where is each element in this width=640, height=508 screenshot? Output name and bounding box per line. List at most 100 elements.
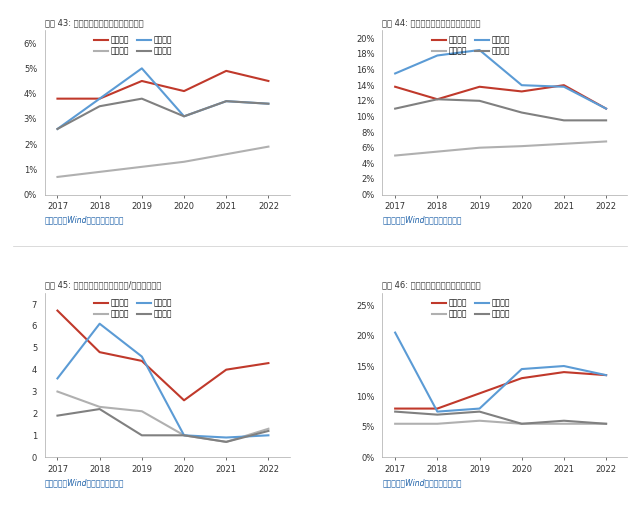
一汽富维 — [222, 439, 230, 445]
新泉股份 — [560, 82, 568, 88]
一汽富维 — [560, 141, 568, 147]
宁波华翔 — [54, 412, 61, 419]
一汽富维 — [391, 152, 399, 158]
新泉股份 — [476, 84, 483, 90]
宁波华翔 — [96, 103, 104, 109]
宁波华翔 — [180, 432, 188, 438]
新泉股份 — [391, 405, 399, 411]
宁波华翔 — [433, 411, 441, 418]
宁波华翔 — [433, 96, 441, 102]
新泉股份 — [391, 84, 399, 90]
Line: 一汽富维: 一汽富维 — [58, 392, 268, 442]
宁波华翔 — [602, 117, 610, 123]
新泉股份 — [518, 88, 525, 94]
一汽富维 — [138, 164, 146, 170]
Line: 常熟汽饰: 常熟汽饰 — [58, 69, 268, 129]
Line: 一汽富维: 一汽富维 — [395, 141, 606, 155]
一汽富维 — [264, 144, 272, 150]
Line: 常熟汽饰: 常熟汽饰 — [395, 50, 606, 109]
宁波华翔 — [54, 126, 61, 132]
宁波华翔 — [138, 432, 146, 438]
Text: 资料来源：Wind，国盛证券研究所: 资料来源：Wind，国盛证券研究所 — [45, 478, 124, 487]
新泉股份 — [96, 96, 104, 102]
Line: 常熟汽饰: 常熟汽饰 — [395, 333, 606, 411]
常熟汽饰 — [96, 321, 104, 327]
常熟汽饰 — [602, 372, 610, 378]
新泉股份 — [433, 405, 441, 411]
宁波华翔 — [560, 418, 568, 424]
新泉股份 — [602, 106, 610, 112]
一汽富维 — [54, 174, 61, 180]
宁波华翔 — [560, 117, 568, 123]
一汽富维 — [96, 404, 104, 410]
一汽富维 — [54, 389, 61, 395]
Text: 资料来源：Wind，国盛证券研究所: 资料来源：Wind，国盛证券研究所 — [383, 215, 462, 225]
一汽富维 — [476, 145, 483, 151]
一汽富维 — [96, 169, 104, 175]
宁波华翔 — [602, 421, 610, 427]
常熟汽饰 — [138, 66, 146, 72]
新泉股份 — [96, 349, 104, 355]
一汽富维 — [518, 421, 525, 427]
常熟汽饰 — [54, 126, 61, 132]
新泉股份 — [180, 397, 188, 403]
一汽富维 — [264, 426, 272, 432]
新泉股份 — [138, 78, 146, 84]
一汽富维 — [560, 421, 568, 427]
一汽富维 — [138, 408, 146, 415]
一汽富维 — [433, 148, 441, 154]
新泉股份 — [54, 307, 61, 313]
常熟汽饰 — [222, 98, 230, 104]
宁波华翔 — [264, 428, 272, 434]
一汽富维 — [476, 418, 483, 424]
常熟汽饰 — [476, 405, 483, 411]
新泉股份 — [476, 390, 483, 396]
Line: 常熟汽饰: 常熟汽饰 — [58, 324, 268, 437]
Legend: 新泉股份, 一汽富维, 常熟汽饰, 宁波华翔: 新泉股份, 一汽富维, 常熟汽饰, 宁波华翔 — [93, 297, 174, 320]
Line: 新泉股份: 新泉股份 — [58, 71, 268, 99]
Line: 宁波华翔: 宁波华翔 — [58, 409, 268, 442]
Line: 新泉股份: 新泉股份 — [395, 85, 606, 109]
Text: 图表 44: 公司及可比公司期间费用率对比: 图表 44: 公司及可比公司期间费用率对比 — [383, 18, 481, 27]
一汽富维 — [433, 421, 441, 427]
常熟汽饰 — [433, 408, 441, 415]
一汽富维 — [602, 138, 610, 144]
Line: 宁波华翔: 宁波华翔 — [395, 411, 606, 424]
常熟汽饰 — [602, 106, 610, 112]
新泉股份 — [433, 96, 441, 102]
Legend: 新泉股份, 一汽富维, 常熟汽饰, 宁波华翔: 新泉股份, 一汽富维, 常熟汽饰, 宁波华翔 — [430, 297, 511, 320]
宁波华翔 — [391, 106, 399, 112]
Line: 宁波华翔: 宁波华翔 — [58, 99, 268, 129]
Text: 图表 45: 公司及可比公司资本开支/折旧摊销对比: 图表 45: 公司及可比公司资本开支/折旧摊销对比 — [45, 280, 161, 290]
常熟汽饰 — [180, 113, 188, 119]
宁波华翔 — [138, 96, 146, 102]
常熟汽饰 — [264, 101, 272, 107]
常熟汽饰 — [560, 84, 568, 90]
新泉股份 — [264, 78, 272, 84]
常熟汽饰 — [433, 52, 441, 58]
常熟汽饰 — [518, 366, 525, 372]
常熟汽饰 — [54, 375, 61, 382]
一汽富维 — [222, 151, 230, 157]
新泉股份 — [518, 375, 525, 381]
新泉股份 — [180, 88, 188, 94]
一汽富维 — [518, 143, 525, 149]
一汽富维 — [180, 432, 188, 438]
Text: 资料来源：Wind，国盛证券研究所: 资料来源：Wind，国盛证券研究所 — [45, 215, 124, 225]
常熟汽饰 — [391, 330, 399, 336]
新泉股份 — [138, 358, 146, 364]
Legend: 新泉股份, 一汽富维, 常熟汽饰, 宁波华翔: 新泉股份, 一汽富维, 常熟汽饰, 宁波华翔 — [93, 35, 174, 57]
常熟汽饰 — [264, 432, 272, 438]
Line: 新泉股份: 新泉股份 — [395, 372, 606, 408]
宁波华翔 — [222, 98, 230, 104]
宁波华翔 — [476, 408, 483, 415]
新泉股份 — [222, 367, 230, 373]
宁波华翔 — [180, 113, 188, 119]
宁波华翔 — [222, 439, 230, 445]
Line: 新泉股份: 新泉股份 — [58, 310, 268, 400]
宁波华翔 — [476, 98, 483, 104]
Line: 一汽富维: 一汽富维 — [58, 147, 268, 177]
常熟汽饰 — [476, 47, 483, 53]
宁波华翔 — [96, 406, 104, 412]
新泉股份 — [222, 68, 230, 74]
